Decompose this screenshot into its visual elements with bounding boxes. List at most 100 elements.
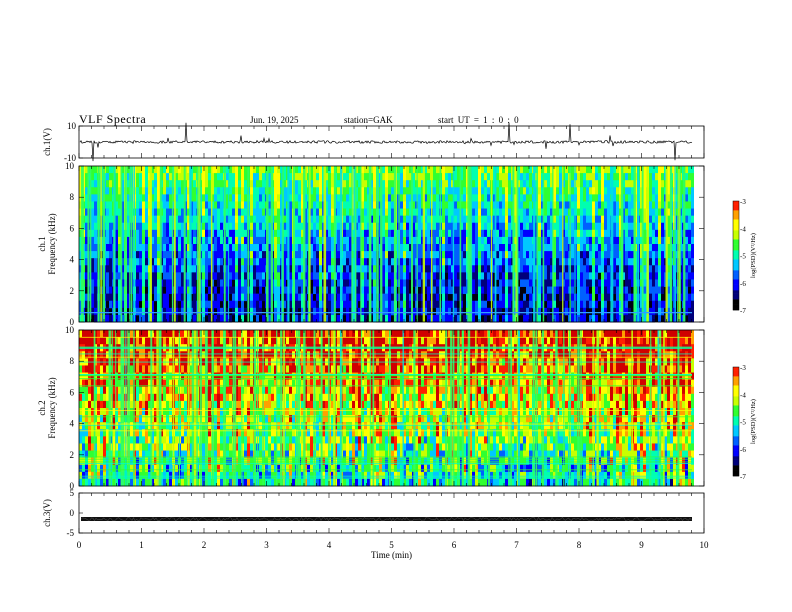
impulse-line — [562, 166, 564, 322]
impulse-line — [133, 330, 135, 486]
colorbar-tick-label: -5 — [740, 419, 746, 427]
impulse-line — [592, 330, 594, 486]
figure-title: VLF Spectra — [79, 112, 147, 126]
impulse-line — [467, 330, 471, 486]
impulse-line — [368, 166, 372, 322]
impulse-line — [393, 166, 397, 322]
time-tick-label: 5 — [389, 540, 394, 550]
impulse-line — [452, 330, 455, 486]
impulse-line — [159, 166, 162, 322]
impulse-line — [187, 330, 190, 486]
impulse-line — [296, 330, 298, 486]
impulse-line — [257, 330, 259, 486]
ch3-ytick-label: 5 — [70, 488, 75, 498]
impulse-line — [678, 166, 680, 322]
impulse-line — [223, 166, 226, 322]
impulse-line — [133, 166, 135, 322]
impulse-line — [339, 330, 342, 486]
impulse-line — [303, 166, 306, 322]
impulse-line — [353, 166, 356, 322]
ch3-ytick-label: -5 — [67, 528, 75, 538]
impulse-line — [416, 166, 418, 322]
impulse-line — [340, 166, 343, 322]
impulse-line — [120, 166, 123, 322]
impulse-line — [328, 330, 330, 486]
impulse-line — [307, 166, 311, 322]
impulse-line — [518, 330, 520, 486]
impulse-line — [510, 330, 512, 486]
impulse-line — [235, 330, 237, 486]
colorbar-tick-label: -4 — [740, 391, 746, 399]
impulse-line — [292, 166, 295, 322]
impulse-line — [413, 330, 416, 486]
impulse-line — [555, 330, 558, 486]
impulse-line — [679, 166, 681, 322]
impulse-line — [262, 330, 264, 486]
impulse-line — [490, 166, 493, 322]
impulse-line — [612, 166, 614, 322]
impulse-line — [535, 330, 538, 486]
impulse-line — [194, 330, 197, 486]
time-axis: 0 1 2 3 4 5 6 7 8 9 10 Time (min) — [77, 540, 709, 560]
impulse-line — [389, 330, 391, 486]
impulse-line — [445, 330, 448, 486]
time-tick-label: 1 — [139, 540, 144, 550]
impulse-line — [191, 330, 195, 486]
impulse-line — [113, 166, 116, 322]
impulse-line — [372, 330, 375, 486]
impulse-line — [158, 330, 162, 486]
colorbar-tick-label: -7 — [740, 307, 746, 315]
impulse-line — [665, 166, 668, 322]
impulse-line — [189, 166, 192, 322]
impulse-line — [89, 166, 92, 322]
impulse-line — [172, 330, 175, 486]
impulse-line — [114, 166, 116, 322]
impulse-line — [631, 330, 633, 486]
impulse-line — [127, 330, 130, 486]
impulse-line — [650, 330, 652, 486]
impulse-line — [309, 166, 311, 322]
colorbar-tick-label: -7 — [740, 473, 746, 481]
impulse-line — [313, 330, 316, 486]
impulse-line — [516, 166, 519, 322]
impulse-line — [100, 166, 102, 322]
impulse-line — [111, 330, 113, 486]
impulse-line — [574, 166, 576, 322]
ch3-waveform-panel: 5 0 -5 ch.3(V) — [42, 488, 705, 538]
impulse-line — [205, 330, 208, 486]
colorbar-tick-label: -4 — [740, 225, 746, 233]
time-tick-label: 6 — [452, 540, 457, 550]
impulse-line — [596, 330, 599, 486]
impulse-line — [241, 330, 243, 486]
spectrogram-ytick-label: 10 — [65, 161, 75, 171]
impulse-line — [541, 330, 544, 486]
impulse-line — [568, 330, 571, 486]
impulse-line — [320, 330, 322, 486]
impulse-line — [663, 330, 665, 486]
impulse-line — [532, 330, 535, 486]
impulse-line — [115, 330, 117, 486]
impulse-line — [610, 166, 612, 322]
impulse-line — [494, 166, 497, 322]
colorbar-frame — [732, 200, 740, 311]
impulse-line — [283, 330, 285, 486]
impulse-line — [380, 166, 383, 322]
time-tick-label: 2 — [202, 540, 207, 550]
impulse-line — [266, 166, 269, 322]
impulse-line — [129, 166, 131, 322]
impulse-line — [124, 166, 127, 322]
impulse-line — [563, 330, 565, 486]
impulse-line — [247, 166, 250, 322]
time-tick-label: 4 — [327, 540, 332, 550]
spectrogram-ylabel: ch.1Frequency (kHz) — [37, 213, 57, 274]
impulse-line — [102, 166, 106, 322]
impulse-line — [255, 330, 257, 486]
time-tick-label: 7 — [514, 540, 519, 550]
impulse-line — [341, 330, 343, 486]
ch1-ytick-label: 10 — [67, 121, 77, 131]
impulse-line — [120, 330, 123, 486]
impulse-line — [156, 330, 159, 486]
impulse-line — [223, 330, 226, 486]
impulse-line — [198, 166, 200, 322]
impulse-line — [210, 166, 213, 322]
